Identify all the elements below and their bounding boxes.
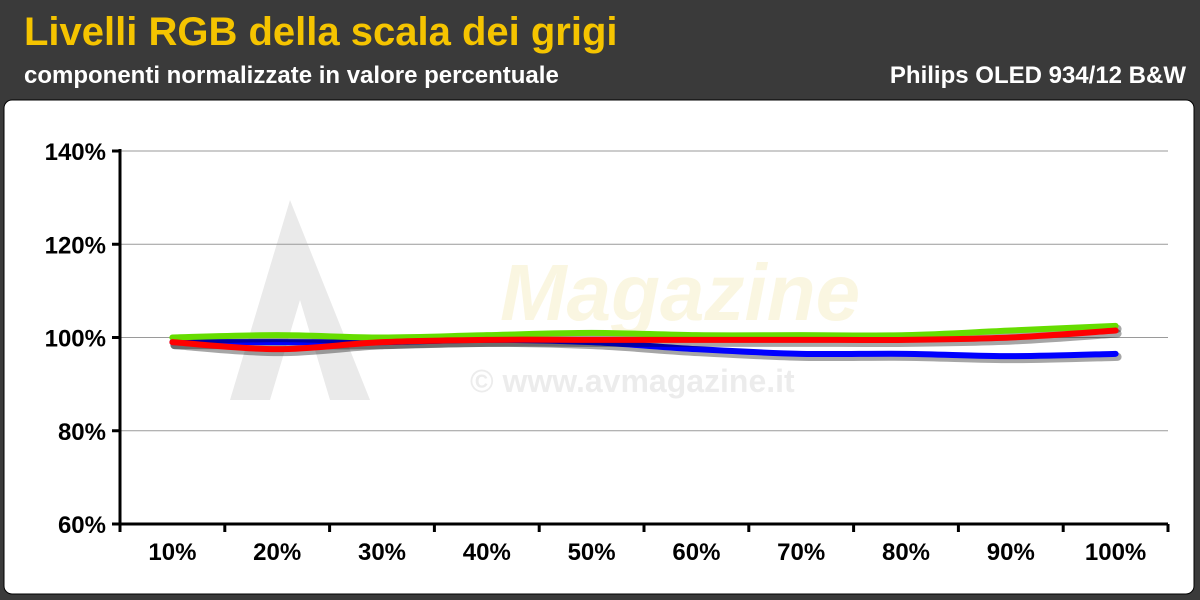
y-tick-label: 60%	[58, 512, 106, 539]
x-tick-label: 10%	[148, 539, 196, 566]
product-name: Philips OLED 934/12 B&W	[889, 62, 1186, 89]
x-tick-label: 20%	[253, 539, 301, 566]
x-tick-label: 80%	[882, 539, 930, 566]
y-tick-label: 120%	[45, 232, 106, 259]
plot-panel	[3, 99, 1195, 595]
chart-subtitle: componenti normalizzate in valore percen…	[24, 62, 559, 89]
series-line-blue	[169, 336, 1119, 360]
series-line-red	[169, 327, 1119, 353]
x-tick-label: 70%	[777, 539, 825, 566]
x-tick-label: 50%	[568, 539, 616, 566]
x-tick-label: 90%	[987, 539, 1035, 566]
x-tick-labels: 10% 20% 30% 40% 50% 60% 70% 80% 90% 100%	[148, 539, 1146, 566]
axes	[112, 149, 1170, 532]
x-tick-label: 40%	[463, 539, 511, 566]
watermark-text: Magazine	[500, 248, 860, 337]
watermark-copyright: © www.avmagazine.it	[470, 363, 795, 399]
x-tick-label: 30%	[358, 539, 406, 566]
y-tick-label: 140%	[45, 139, 106, 166]
x-tick-label: 60%	[672, 539, 720, 566]
y-tick-label: 80%	[58, 419, 106, 446]
series-line-green	[169, 322, 1119, 341]
series-lines	[169, 322, 1122, 364]
chart-title: Livelli RGB della scala dei grigi	[24, 10, 618, 54]
y-tick-labels: 60% 80% 100% 120% 140%	[45, 139, 106, 539]
y-tick-label: 100%	[45, 326, 106, 353]
x-tick-label: 100%	[1085, 539, 1146, 566]
